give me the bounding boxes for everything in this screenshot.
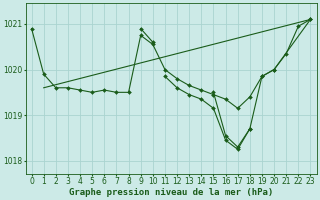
- X-axis label: Graphe pression niveau de la mer (hPa): Graphe pression niveau de la mer (hPa): [69, 188, 273, 197]
